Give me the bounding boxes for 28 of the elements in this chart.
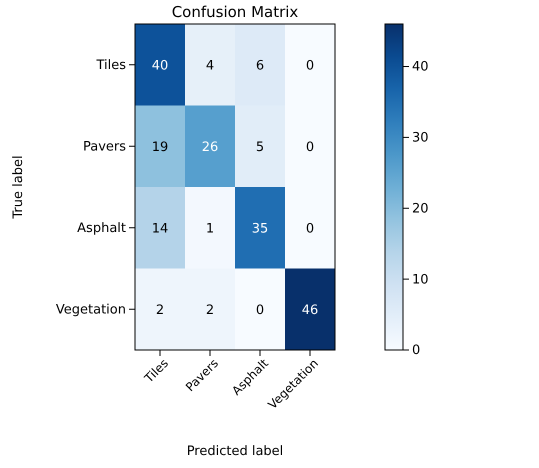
data-label: 0 <box>256 302 264 318</box>
data-label: 0 <box>306 140 314 155</box>
data-label: 0 <box>306 221 314 236</box>
data-label: 0 <box>306 58 314 74</box>
data-label: 35 <box>252 221 268 236</box>
x-axis-title: Predicted label <box>186 444 284 459</box>
data-label: 1 <box>206 221 214 236</box>
color-bar-label: 20 <box>412 201 429 216</box>
data-label: 6 <box>256 58 264 74</box>
color-bar-label: 40 <box>412 60 429 75</box>
data-label: 46 <box>302 302 318 318</box>
data-label: 2 <box>206 302 214 318</box>
y-tick-label: Tiles <box>95 58 126 73</box>
y-tick-label: Pavers <box>82 139 126 154</box>
data-label: 2 <box>156 302 164 318</box>
data-label: 19 <box>152 140 168 155</box>
data-label: 4 <box>206 58 214 74</box>
chart-title: Confusion Matrix <box>172 3 298 21</box>
color-bar-label: 30 <box>412 130 429 146</box>
y-tick-label: Asphalt <box>77 220 126 236</box>
color-bar-label: 0 <box>412 343 420 358</box>
y-tick-label: Vegetation <box>56 302 126 318</box>
y-axis-title: True label <box>11 155 26 220</box>
data-label: 5 <box>256 140 264 155</box>
data-label: 40 <box>152 58 168 74</box>
data-label: 14 <box>152 221 168 236</box>
data-label: 26 <box>202 140 218 155</box>
color-bar-label: 10 <box>412 272 429 288</box>
